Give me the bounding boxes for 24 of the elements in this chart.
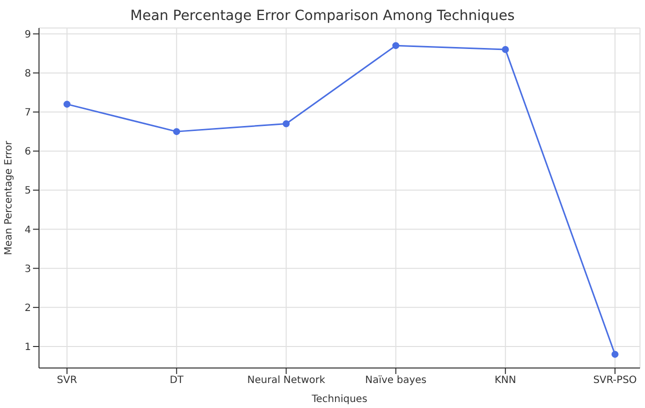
- point: [392, 42, 400, 50]
- y-axis-title: Mean Percentage Error: [4, 140, 15, 256]
- y-tick-label: 8: [24, 68, 31, 80]
- y-tick-label: 2: [24, 302, 31, 314]
- chart-title: Mean Percentage Error Comparison Among Techniques: [129, 8, 516, 24]
- x-tick-label: SVR-PSO: [593, 375, 637, 386]
- x-tick-label: SVR: [56, 375, 78, 386]
- x-tick-label: Neural Network: [247, 375, 326, 386]
- y-tick-label: 1: [24, 342, 31, 354]
- point: [282, 120, 290, 128]
- point: [502, 46, 509, 53]
- y-tick-label: 9: [24, 29, 31, 40]
- y-tick-label: 3: [24, 264, 31, 275]
- point: [64, 100, 70, 108]
- point: [173, 128, 180, 136]
- y-tick-label: 6: [24, 146, 31, 158]
- y-tick-label: 4: [24, 224, 31, 236]
- x-tick-label: KNN: [494, 375, 516, 386]
- y-tick-label: 7: [24, 108, 31, 119]
- x-tick-label: DT: [170, 375, 184, 386]
- x-tick-label: Naïve bayes: [365, 375, 427, 386]
- x-axis-title: Techniques: [310, 394, 368, 405]
- point: [612, 350, 618, 358]
- y-tick-label: 5: [24, 186, 31, 197]
